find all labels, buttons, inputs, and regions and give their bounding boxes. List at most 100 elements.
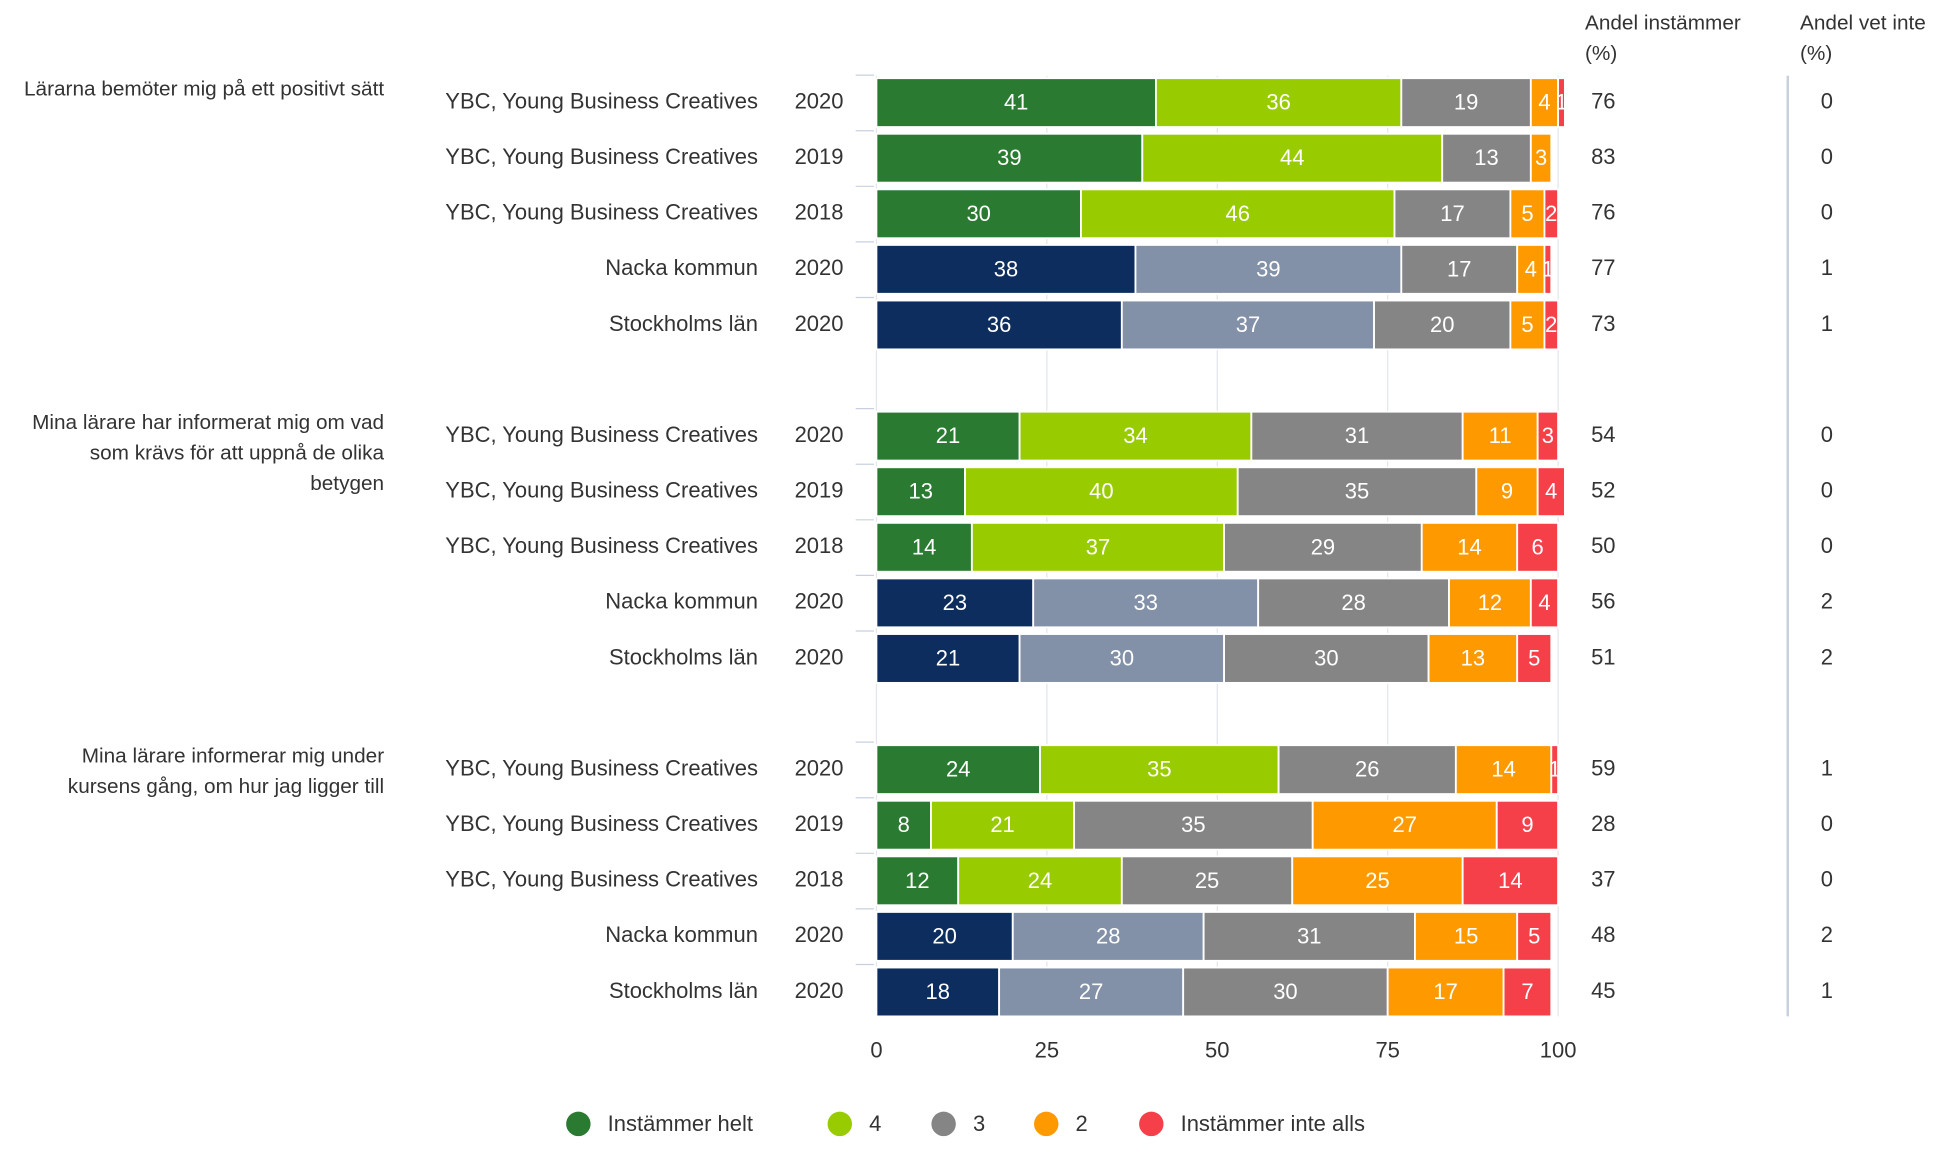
bar-segment <box>1427 633 1519 684</box>
row-year: 2020 <box>795 422 844 447</box>
bar-segment <box>1516 633 1553 684</box>
legend-marker <box>1034 1111 1059 1137</box>
bar-segment <box>1032 577 1260 629</box>
row-unit: Nacka kommun <box>605 589 758 614</box>
andel-instammer: 73 <box>1591 311 1615 336</box>
bar-segment <box>1529 577 1560 629</box>
question-label: Mina lärare har informerat mig om vad so… <box>32 410 385 495</box>
bar-segment <box>1080 188 1396 240</box>
row-unit: Stockholms län <box>609 311 758 336</box>
x-tick-label: 75 <box>1375 1038 1399 1063</box>
bar-segment <box>1134 244 1403 295</box>
segment-label: 5 <box>1528 923 1540 948</box>
bar-segment <box>998 966 1185 1018</box>
bar-segment <box>1441 132 1532 184</box>
bar-segment <box>875 855 960 907</box>
question-label: Mina lärare har informerat mig om vad so… <box>32 410 385 495</box>
row-unit: YBC, Young Business Creatives <box>445 88 758 113</box>
x-tick-label: 25 <box>1035 1038 1059 1063</box>
legend-marker <box>566 1111 591 1137</box>
x-tick-label: 100 <box>1540 1038 1577 1063</box>
segment-label: 9 <box>1521 812 1533 837</box>
bar-segment <box>1414 911 1519 962</box>
andel-instammer: 50 <box>1591 533 1615 558</box>
bar-segment <box>1420 521 1519 573</box>
segment-label: 13 <box>909 479 933 504</box>
legend-marker <box>931 1111 956 1137</box>
bar-segment <box>1543 244 1553 295</box>
bar-segment <box>875 966 1001 1018</box>
column-header: Andel instämmer (%) <box>1585 11 1741 65</box>
andel-vet-inte: 0 <box>1821 533 1833 558</box>
row-unit: Nacka kommun <box>605 255 758 280</box>
segment-label: 3 <box>1542 423 1554 448</box>
row-unit: YBC, Young Business Creatives <box>445 200 758 225</box>
andel-vet-inte: 1 <box>1821 978 1833 1003</box>
segment-label: 34 <box>1123 423 1147 448</box>
row-unit: YBC, Young Business Creatives <box>445 867 758 892</box>
question-label: Mina lärare informerar mig under kursens… <box>67 743 385 798</box>
bar-segment <box>875 577 1035 629</box>
row-year: 2019 <box>795 811 844 836</box>
segment-label: 30 <box>966 201 990 226</box>
segment-label: 17 <box>1447 256 1471 281</box>
bar-segment <box>1400 244 1519 295</box>
andel-instammer: 76 <box>1591 88 1615 113</box>
segment-label: 5 <box>1521 201 1533 226</box>
column-header: Andel vet inte (%) <box>1800 11 1926 65</box>
bar-segment <box>1120 299 1375 351</box>
row-year: 2018 <box>795 867 844 892</box>
segment-label: 33 <box>1133 590 1157 615</box>
segment-label: 39 <box>1256 256 1280 281</box>
segment-label: 13 <box>1474 145 1498 170</box>
andel-instammer: 83 <box>1591 144 1615 169</box>
bar-segment <box>1223 521 1423 573</box>
segment-label: 36 <box>987 312 1011 337</box>
andel-instammer: 59 <box>1591 755 1615 780</box>
row-unit: YBC, Young Business Creatives <box>445 755 758 780</box>
andel-instammer: 77 <box>1591 255 1615 280</box>
row-unit: Stockholms län <box>609 644 758 669</box>
andel-vet-inte: 0 <box>1821 811 1833 836</box>
segment-label: 37 <box>1086 534 1110 559</box>
row-unit: YBC, Young Business Creatives <box>445 533 758 558</box>
segment-label: 7 <box>1521 979 1533 1004</box>
segment-label: 21 <box>936 423 960 448</box>
andel-instammer: 52 <box>1591 478 1615 503</box>
segment-label: 15 <box>1454 923 1478 948</box>
segment-label: 17 <box>1433 979 1457 1004</box>
segment-label: 4 <box>1538 590 1550 615</box>
row-year: 2020 <box>795 255 844 280</box>
bar-segment <box>1536 466 1566 518</box>
segment-label: 38 <box>994 256 1018 281</box>
row-unit: Stockholms län <box>609 978 758 1003</box>
row-unit: YBC, Young Business Creatives <box>445 144 758 169</box>
segment-label: 2 <box>1545 312 1557 337</box>
bar-segment <box>1516 911 1553 962</box>
question-label: Lärarna bemöter mig på ett positivt sätt <box>23 76 385 101</box>
row-year: 2020 <box>795 644 844 669</box>
segment-label: 14 <box>1498 868 1522 893</box>
segment-label: 24 <box>1028 868 1052 893</box>
segment-label: 14 <box>912 534 936 559</box>
segment-label: 28 <box>1341 590 1365 615</box>
bar-segment <box>1502 966 1553 1018</box>
bar-segment <box>1039 744 1280 795</box>
bar-segment <box>1543 188 1560 240</box>
bar-segment <box>1516 521 1560 573</box>
segment-label: 3 <box>1535 145 1547 170</box>
segment-label: 27 <box>1079 979 1103 1004</box>
segment-label: 6 <box>1532 534 1544 559</box>
segment-label: 26 <box>1355 757 1379 782</box>
bar-segment <box>1475 466 1539 518</box>
bar-segment <box>875 410 1021 462</box>
bar-segment <box>1018 633 1226 684</box>
segment-label: 27 <box>1393 812 1417 837</box>
segment-label: 11 <box>1489 423 1512 448</box>
segment-label: 12 <box>1478 590 1502 615</box>
bar-segment <box>1557 77 1566 128</box>
row-unit: YBC, Young Business Creatives <box>445 811 758 836</box>
x-tick-label: 0 <box>870 1038 882 1063</box>
